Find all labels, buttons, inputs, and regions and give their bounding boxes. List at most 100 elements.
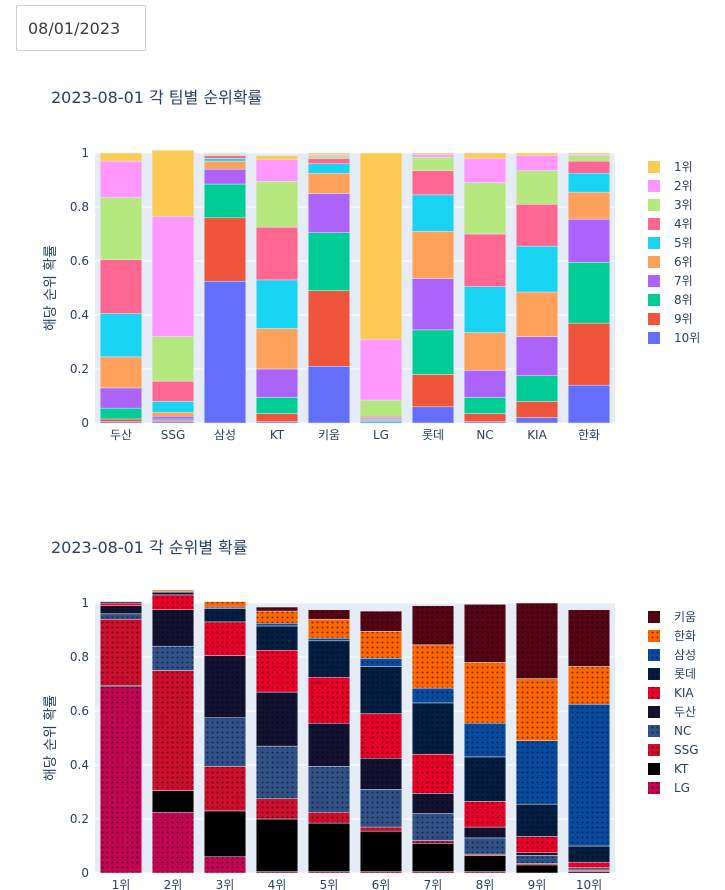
legend-item[interactable]: 10위 (648, 331, 700, 345)
bar-segment[interactable] (255, 625, 299, 651)
bar-segment[interactable] (567, 609, 611, 667)
bar-segment[interactable] (307, 232, 351, 291)
bar-segment[interactable] (359, 789, 403, 828)
bar-segment[interactable] (99, 618, 143, 686)
bar-segment[interactable] (463, 332, 507, 371)
bar-segment[interactable] (567, 704, 611, 847)
legend-item[interactable]: 6위 (648, 255, 693, 269)
bar-segment[interactable] (307, 812, 351, 824)
bar-segment[interactable] (203, 158, 247, 162)
legend-item[interactable]: 1위 (648, 160, 693, 174)
bar-segment[interactable] (99, 613, 143, 620)
bar-segment[interactable] (411, 840, 455, 844)
bar-segment[interactable] (567, 845, 611, 863)
legend-item[interactable]: 2위 (648, 179, 693, 193)
bar-segment[interactable] (463, 826, 507, 839)
bar-segment[interactable] (307, 290, 351, 367)
bar-segment[interactable] (463, 756, 507, 802)
bar-segment[interactable] (515, 740, 559, 805)
bar-segment[interactable] (307, 158, 351, 165)
bar-segment[interactable] (567, 160, 611, 174)
bar-segment[interactable] (255, 606, 299, 612)
bar-segment[interactable] (359, 830, 403, 872)
bar-segment[interactable] (359, 666, 403, 714)
bar-segment[interactable] (567, 322, 611, 386)
bar-segment[interactable] (307, 822, 351, 872)
bar-segment[interactable] (151, 380, 195, 402)
legend-item[interactable]: KIA (648, 686, 694, 700)
bar-segment[interactable] (567, 218, 611, 263)
bar-segment[interactable] (567, 173, 611, 193)
bar-segment[interactable] (411, 231, 455, 279)
bar-segment[interactable] (151, 411, 195, 417)
bar-segment[interactable] (567, 666, 611, 705)
bar-segment[interactable] (203, 766, 247, 812)
legend-item[interactable]: 삼성 (648, 648, 696, 662)
bar-segment[interactable] (151, 645, 195, 671)
bar-segment[interactable] (411, 813, 455, 841)
bar-segment[interactable] (203, 281, 247, 424)
bar-segment[interactable] (99, 602, 143, 606)
bar-segment[interactable] (359, 610, 403, 632)
bar-segment[interactable] (567, 384, 611, 424)
bar-segment[interactable] (99, 605, 143, 615)
bar-segment[interactable] (463, 233, 507, 287)
legend-item[interactable]: 한화 (648, 629, 696, 643)
bar-segment[interactable] (567, 191, 611, 220)
legend-item[interactable]: 키움 (648, 610, 696, 624)
bar-segment[interactable] (151, 416, 195, 420)
bar-segment[interactable] (515, 864, 559, 874)
bar-segment[interactable] (307, 637, 351, 642)
bar-segment[interactable] (411, 605, 455, 646)
legend-item[interactable]: 4위 (648, 217, 693, 231)
bar-segment[interactable] (515, 170, 559, 205)
bar-segment[interactable] (255, 413, 299, 422)
bar-segment[interactable] (255, 818, 299, 872)
bar-segment[interactable] (99, 601, 143, 604)
bar-segment[interactable] (411, 702, 455, 755)
legend-item[interactable]: KT (648, 762, 689, 776)
bar-segment[interactable] (203, 717, 247, 767)
bar-segment[interactable] (99, 356, 143, 389)
date-picker-input[interactable] (16, 5, 146, 51)
bar-segment[interactable] (515, 836, 559, 853)
bar-segment[interactable] (463, 286, 507, 333)
bar-segment[interactable] (515, 401, 559, 418)
legend-item[interactable]: 3위 (648, 198, 693, 212)
bar-segment[interactable] (411, 406, 455, 424)
bar-segment[interactable] (151, 670, 195, 791)
legend-item[interactable]: 9위 (648, 312, 693, 326)
bar-segment[interactable] (151, 150, 195, 217)
bar-segment[interactable] (255, 798, 299, 820)
bar-segment[interactable] (463, 370, 507, 398)
legend-item[interactable]: 8위 (648, 293, 693, 307)
bar-segment[interactable] (463, 837, 507, 855)
bar-segment[interactable] (463, 604, 507, 663)
legend-item[interactable]: LG (648, 781, 690, 795)
bar-segment[interactable] (359, 713, 403, 759)
bar-segment[interactable] (203, 621, 247, 656)
bar-segment[interactable] (515, 602, 559, 679)
bar-segment[interactable] (307, 766, 351, 813)
bar-segment[interactable] (515, 417, 559, 424)
bar-segment[interactable] (515, 204, 559, 247)
bar-segment[interactable] (151, 216, 195, 337)
bar-segment[interactable] (567, 152, 611, 155)
bar-segment[interactable] (411, 843, 455, 872)
bar-segment[interactable] (307, 722, 351, 767)
bar-segment[interactable] (151, 609, 195, 647)
bar-segment[interactable] (307, 618, 351, 639)
bar-segment[interactable] (99, 197, 143, 260)
legend-item[interactable]: 7위 (648, 274, 693, 288)
bar-segment[interactable] (203, 601, 247, 608)
bar-segment[interactable] (255, 650, 299, 693)
bar-segment[interactable] (255, 623, 299, 627)
bar-segment[interactable] (151, 401, 195, 413)
bar-segment[interactable] (203, 160, 247, 170)
bar-segment[interactable] (411, 156, 455, 171)
bar-segment[interactable] (515, 852, 559, 856)
bar-segment[interactable] (359, 758, 403, 790)
bar-segment[interactable] (255, 328, 299, 370)
bar-segment[interactable] (411, 278, 455, 331)
bar-segment[interactable] (411, 154, 455, 158)
